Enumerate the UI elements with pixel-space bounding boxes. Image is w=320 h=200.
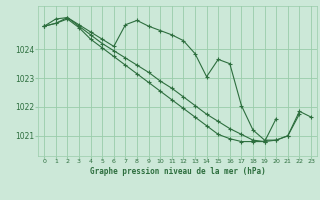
X-axis label: Graphe pression niveau de la mer (hPa): Graphe pression niveau de la mer (hPa) <box>90 167 266 176</box>
